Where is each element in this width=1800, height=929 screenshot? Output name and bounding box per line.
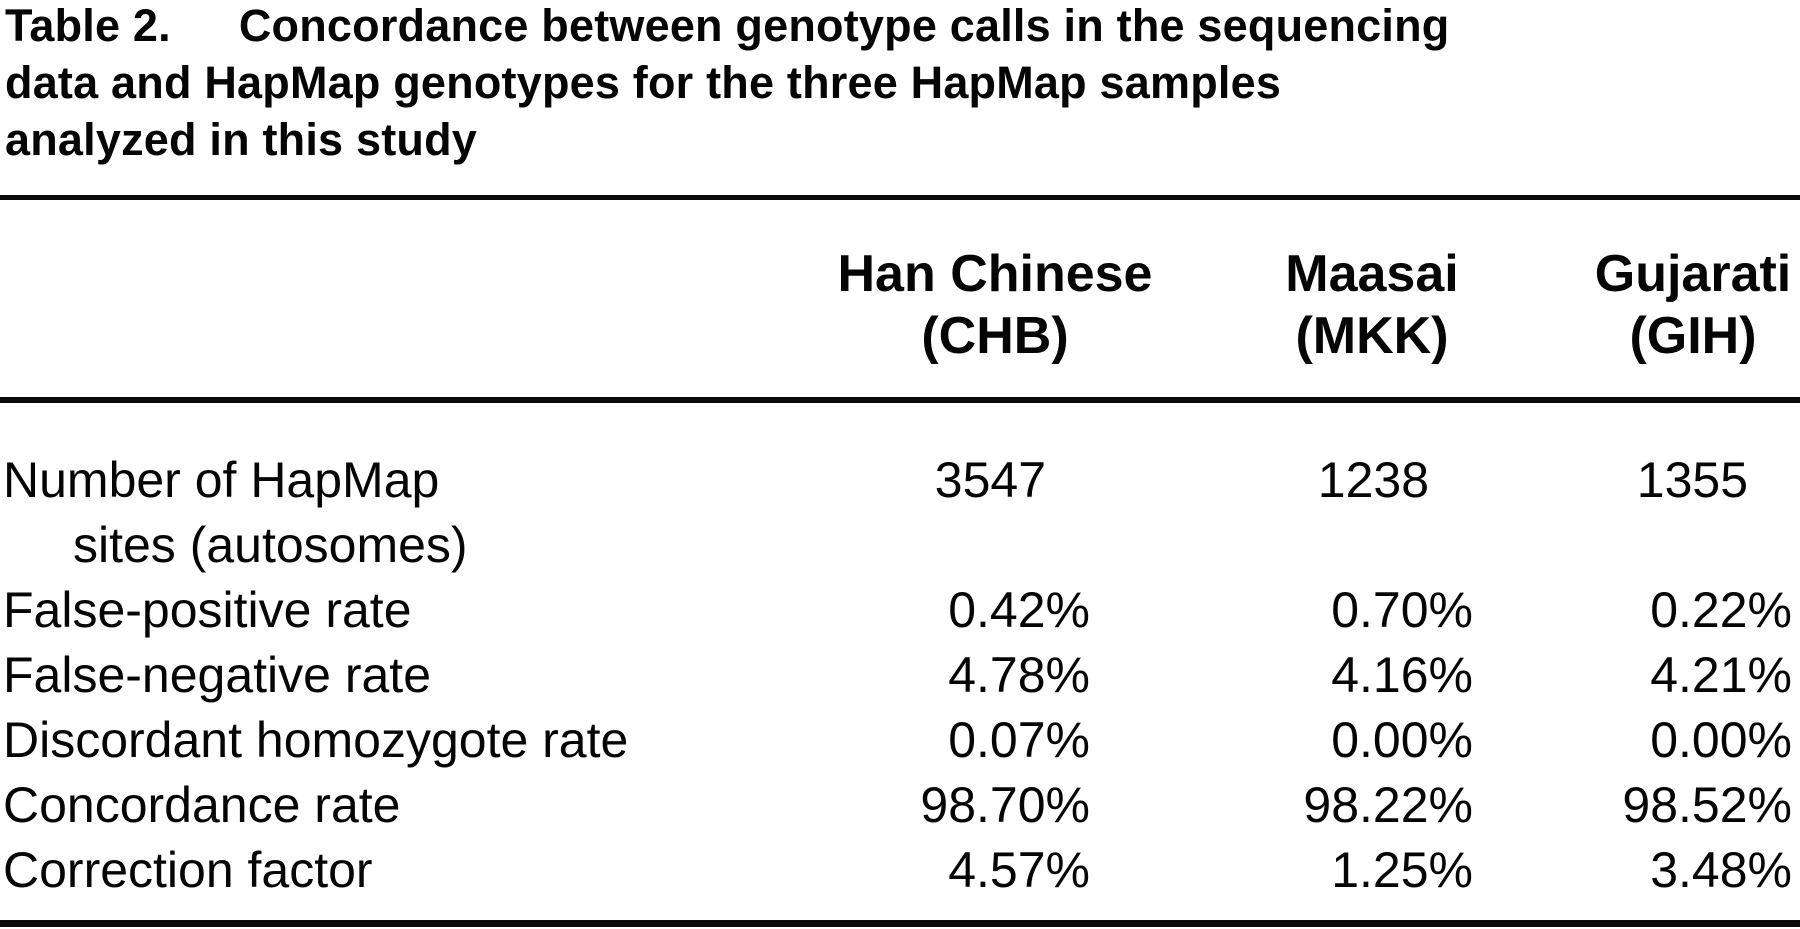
row-label: False-positive rate [0,578,745,643]
column-code-mkk: (MKK) [1295,307,1449,365]
cell-value-mkk: 4.16% [1331,647,1473,703]
table-row: Number of HapMap sites (autosomes) 3547 … [0,448,1800,578]
cell-value-gih: 4.21% [1650,647,1792,703]
row-label: Discordant homozygote rate [0,708,745,773]
column-header-gih: Gujarati (GIH) [1595,243,1792,367]
cell-value-gih: 3.48% [1650,842,1792,898]
row-label-line1: Correction factor [3,842,373,898]
cell-value-mkk: 98.22% [1303,777,1473,833]
row-label-line1: False-negative rate [3,647,432,703]
column-header-mkk: Maasai (MKK) [1285,243,1458,367]
row-label-line1: Concordance rate [3,777,401,833]
row-label-line1: Number of HapMap [3,452,440,508]
table-label: Table 2. [5,0,171,51]
caption-text-line2: data and HapMap genotypes for the three … [5,57,1282,108]
row-label-line2: sites (autosomes) [73,517,468,573]
row-label: Number of HapMap sites (autosomes) [0,448,745,578]
caption-text-line3: analyzed in this study [5,114,478,165]
caption-text-line1: Concordance between genotype calls in th… [238,0,1450,51]
table-row: Correction factor 4.57% 1.25% 3.48% [0,838,1800,903]
caption-line-1: Table 2. Concordance between genotype cal… [5,0,1765,54]
cell-value-gih: 98.52% [1622,777,1792,833]
column-name-gih: Gujarati [1594,245,1792,303]
table-row: Discordant homozygote rate 0.07% 0.00% 0… [0,708,1800,773]
column-code-chb: (CHB) [921,307,1069,365]
column-header-chb: Han Chinese (CHB) [838,243,1153,367]
cell-value-chb: 3547 [934,452,1046,508]
row-label: False-negative rate [0,643,745,708]
cell-value-chb: 0.42% [948,582,1090,638]
rule-top [0,195,1800,200]
table-body: Number of HapMap sites (autosomes) 3547 … [0,448,1800,903]
cell-value-chb: 98.70% [920,777,1090,833]
cell-value-chb: 0.07% [948,712,1090,768]
cell-value-mkk: 1.25% [1331,842,1473,898]
cell-value-mkk: 0.00% [1331,712,1473,768]
rule-mid [0,397,1800,403]
row-label: Correction factor [0,838,745,903]
cell-value-chb: 4.57% [948,842,1090,898]
row-label-line1: Discordant homozygote rate [3,712,629,768]
table-row: False-positive rate 0.42% 0.70% 0.22% [0,578,1800,643]
column-name-mkk: Maasai [1285,245,1459,303]
table-caption: Table 2. Concordance between genotype cal… [5,0,1765,168]
column-name-chb: Han Chinese [837,245,1153,303]
cell-value-gih: 0.00% [1650,712,1792,768]
row-label-line1: False-positive rate [3,582,412,638]
column-code-gih: (GIH) [1629,307,1757,365]
cell-value-chb: 4.78% [948,647,1090,703]
cell-value-gih: 1355 [1636,452,1748,508]
cell-value-mkk: 1238 [1317,452,1429,508]
table-row: False-negative rate 4.78% 4.16% 4.21% [0,643,1800,708]
rule-bottom [0,920,1800,927]
row-label: Concordance rate [0,773,745,838]
table-row: Concordance rate 98.70% 98.22% 98.52% [0,773,1800,838]
cell-value-mkk: 0.70% [1331,582,1473,638]
cell-value-gih: 0.22% [1650,582,1792,638]
